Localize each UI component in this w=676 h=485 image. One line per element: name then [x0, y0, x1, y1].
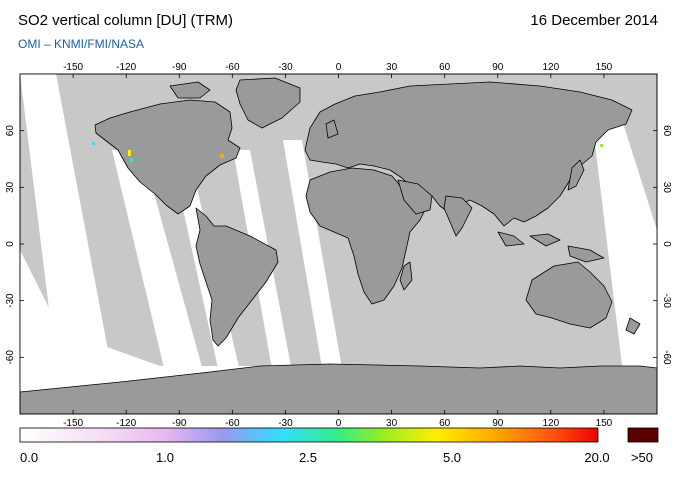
- lat-label-left: -30: [5, 293, 16, 308]
- lon-label-top: 150: [596, 62, 613, 73]
- lat-label-left: 0: [5, 241, 16, 247]
- colorbar-over: [627, 427, 659, 443]
- colorbar-label-2: 2.5: [298, 450, 318, 465]
- lon-label-bottom: -90: [172, 418, 187, 429]
- lat-label-right: 0: [661, 241, 672, 247]
- colorbar-label-4: 20.0: [584, 450, 610, 465]
- colorbar-label-3: 5.0: [442, 450, 462, 465]
- lon-label-bottom: 90: [492, 418, 504, 429]
- lon-label-top: 30: [386, 62, 398, 73]
- lon-label-bottom: 150: [596, 418, 613, 429]
- lon-label-top: -90: [172, 62, 187, 73]
- colorbar-label-0: 0.0: [20, 450, 39, 465]
- so2-detections: [92, 142, 603, 162]
- lat-label-left: 60: [5, 125, 16, 137]
- map-title: SO2 vertical column [DU] (TRM): [18, 12, 234, 29]
- colorbar-gradient: [19, 427, 599, 443]
- lon-label-top: -60: [225, 62, 240, 73]
- lat-label-right: -30: [661, 293, 672, 308]
- lon-label-bottom: 0: [336, 418, 342, 429]
- lat-label-left: 30: [5, 181, 16, 193]
- lon-label-top: -120: [116, 62, 136, 73]
- lat-label-right: 60: [661, 125, 672, 137]
- lon-label-bottom: -30: [278, 418, 293, 429]
- lat-label-right: -60: [661, 350, 672, 365]
- lon-label-top: -30: [278, 62, 293, 73]
- lon-label-top: 0: [336, 62, 342, 73]
- lon-label-bottom: -150: [63, 418, 83, 429]
- colorbar-label-5: >50: [630, 450, 654, 465]
- lat-label-left: -60: [5, 350, 16, 365]
- lon-label-top: 120: [542, 62, 559, 73]
- lat-label-right: 30: [661, 182, 672, 194]
- lon-label-bottom: 60: [439, 418, 451, 429]
- lon-label-top: 60: [439, 62, 451, 73]
- lon-label-bottom: 30: [386, 418, 398, 429]
- continents: [20, 77, 657, 414]
- lon-label-top: 90: [492, 62, 504, 73]
- lon-label-bottom: 120: [542, 418, 559, 429]
- lon-label-top: -150: [63, 62, 83, 73]
- lon-label-bottom: -120: [116, 418, 136, 429]
- data-credit: OMI – KNMI/FMI/NASA: [18, 37, 145, 51]
- lon-label-bottom: -60: [225, 418, 240, 429]
- map-date: 16 December 2014: [530, 12, 658, 29]
- colorbar-label-1: 1.0: [155, 450, 175, 465]
